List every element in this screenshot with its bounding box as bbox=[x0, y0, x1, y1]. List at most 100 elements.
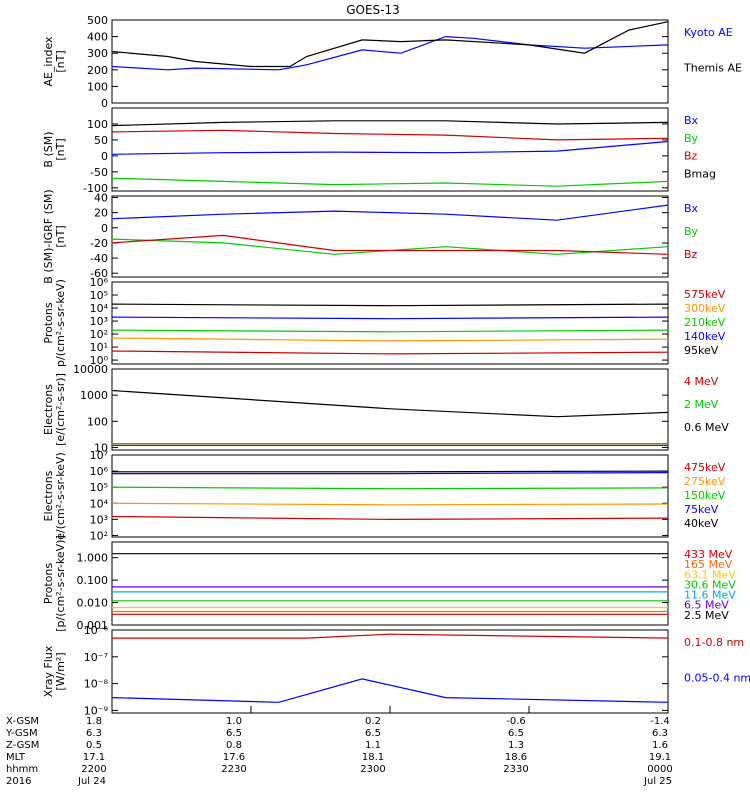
y-tick-label: 10² bbox=[90, 328, 108, 341]
y-tick-label: 50 bbox=[94, 134, 108, 147]
footer-value: 0.8 bbox=[226, 740, 242, 751]
y-tick-label: 300 bbox=[87, 47, 108, 60]
y-axis-label: e/(cm²-s-sr-keV) bbox=[54, 452, 67, 540]
legend-entry: 40keV bbox=[684, 517, 719, 530]
y-tick-label: 1000 bbox=[80, 389, 108, 402]
series-line bbox=[111, 140, 669, 155]
footer-value: 1.8 bbox=[86, 716, 102, 727]
panel-frame bbox=[111, 19, 669, 104]
legend-entry: 165 MeV bbox=[684, 558, 733, 571]
footer-value: 2300 bbox=[360, 764, 385, 775]
y-tick-label: 0.100 bbox=[77, 574, 109, 587]
y-axis-label: B (SM)-IGRF (SM) bbox=[42, 189, 55, 283]
legend-entry: By bbox=[684, 225, 699, 238]
footer-value: 19.1 bbox=[649, 752, 671, 763]
y-tick-label: -100 bbox=[83, 182, 108, 195]
legend-entry: 475keV bbox=[684, 461, 726, 474]
series-line bbox=[112, 472, 669, 475]
legend-entry: 2.5 MeV bbox=[684, 609, 729, 622]
y-tick-label: 10 bbox=[94, 441, 108, 454]
y-tick-label: -50 bbox=[90, 166, 108, 179]
y-tick-label: 10² bbox=[90, 529, 108, 542]
y-tick-label: 10⁶ bbox=[90, 276, 109, 289]
y-axis-label: AE_index bbox=[42, 36, 55, 87]
y-tick-label: 10³ bbox=[90, 513, 108, 526]
series-line bbox=[112, 633, 669, 639]
y-tick-label: 0.010 bbox=[77, 597, 109, 610]
legend-entry: 6.5 MeV bbox=[684, 599, 729, 612]
footer-value: 6.5 bbox=[226, 728, 242, 739]
legend-entry: 0.05-0.4 nm bbox=[684, 672, 750, 685]
panel-frame bbox=[111, 195, 669, 278]
y-tick-label: -40 bbox=[90, 252, 108, 265]
footer-value: 18.1 bbox=[362, 752, 384, 763]
panel-frame bbox=[111, 541, 669, 626]
series-line bbox=[111, 515, 669, 521]
footer-value: 0000 bbox=[647, 764, 672, 775]
y-tick-label: 10⁻⁹ bbox=[84, 704, 108, 717]
footer-value: 17.1 bbox=[83, 752, 105, 763]
y-tick-label: 0 bbox=[101, 150, 108, 163]
legend-entry: Bx bbox=[684, 202, 699, 215]
legend-entry: 11.6 MeV bbox=[684, 589, 736, 602]
y-tick-label: 10⁷ bbox=[90, 449, 108, 462]
panel-frame bbox=[111, 368, 669, 451]
y-tick-label: 400 bbox=[87, 31, 108, 44]
series-line bbox=[111, 303, 669, 307]
legend-entry: 433 MeV bbox=[684, 548, 733, 561]
chart-title: GOES-13 bbox=[346, 3, 400, 17]
legend-entry: 2 MeV bbox=[684, 398, 719, 411]
y-tick-label: 10⁶ bbox=[90, 465, 109, 478]
y-tick-label: 10⁴ bbox=[90, 497, 109, 510]
y-axis-label: [e/(cm²-s-sr)] bbox=[54, 373, 67, 446]
legend-entry: 210keV bbox=[684, 316, 726, 329]
legend-entry: 575keV bbox=[684, 288, 726, 301]
series-line bbox=[111, 120, 669, 127]
legend-entry: Bz bbox=[684, 150, 698, 163]
y-tick-label: 0.001 bbox=[77, 619, 109, 632]
series-line bbox=[111, 316, 669, 320]
panel-frame bbox=[111, 281, 669, 365]
footer-value: 6.5 bbox=[365, 728, 381, 739]
y-axis-label: Electrons bbox=[42, 384, 55, 435]
legend-entry: Bz bbox=[684, 248, 698, 261]
legend-entry: 4 MeV bbox=[684, 375, 719, 388]
footer-value: 6.5 bbox=[508, 728, 524, 739]
series-line bbox=[111, 486, 669, 490]
y-tick-label: 1.000 bbox=[77, 552, 109, 565]
legend-entry: Themis AE bbox=[683, 62, 742, 75]
footer-value: 1.6 bbox=[652, 740, 668, 751]
legend-entry: 95keV bbox=[684, 344, 719, 357]
legend-entry: Bx bbox=[684, 114, 699, 127]
series-line bbox=[111, 389, 669, 418]
series-line bbox=[112, 470, 669, 473]
legend-entry: 30.6 MeV bbox=[684, 578, 736, 591]
y-tick-label: 100 bbox=[87, 415, 108, 428]
footer-row-label: Y-GSM bbox=[5, 728, 38, 739]
footer-value: 6.3 bbox=[86, 728, 102, 739]
footer-value: 0.2 bbox=[365, 716, 381, 727]
legend-entry: By bbox=[684, 132, 699, 145]
y-tick-label: 20 bbox=[94, 207, 108, 220]
footer-value: 1.0 bbox=[226, 716, 242, 727]
footer-value: -1.4 bbox=[650, 716, 670, 727]
footer-value: 1.3 bbox=[508, 740, 524, 751]
footer-value: 6.3 bbox=[652, 728, 668, 739]
footer-row-label: MLT bbox=[6, 752, 26, 763]
footer-value: -0.6 bbox=[506, 716, 526, 727]
panel-frame bbox=[111, 107, 669, 192]
y-tick-label: 10⁻⁷ bbox=[84, 651, 108, 664]
y-tick-label: 200 bbox=[87, 64, 108, 77]
y-axis-label: [nT] bbox=[54, 138, 67, 160]
series-line bbox=[111, 337, 669, 342]
footer-row-label: hhmm bbox=[6, 764, 38, 775]
legend-entry: 75keV bbox=[684, 503, 719, 516]
y-tick-label: 10⁵ bbox=[90, 289, 108, 302]
legend-entry: Kyoto AE bbox=[684, 26, 733, 39]
y-tick-label: 10¹ bbox=[90, 341, 108, 354]
y-axis-label: [nT] bbox=[54, 50, 67, 72]
footer-value: 18.6 bbox=[505, 752, 527, 763]
y-tick-label: -20 bbox=[90, 237, 108, 250]
y-tick-label: 10⁻⁸ bbox=[84, 678, 109, 691]
legend-entry: Bmag bbox=[684, 167, 716, 180]
